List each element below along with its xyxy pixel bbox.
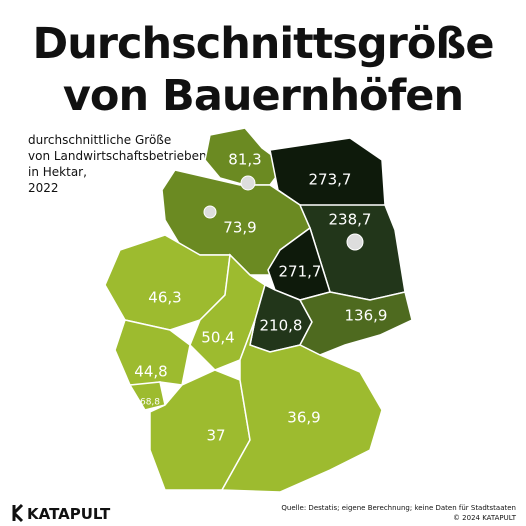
region-label: 50,4 [201, 329, 234, 347]
logo: KATAPULT [27, 505, 111, 523]
city-state [203, 205, 217, 219]
subtitle-line: 2022 [28, 181, 59, 195]
subtitle-line: von Landwirtschaftsbetrieben [28, 149, 207, 163]
region-label: 46,3 [148, 289, 181, 307]
region-label: 273,7 [309, 171, 352, 189]
region-label: 271,7 [279, 263, 322, 281]
region-label: 44,8 [134, 363, 167, 381]
region-label: 73,9 [223, 219, 256, 237]
region-label: 68,8 [140, 398, 160, 408]
city-state [346, 233, 364, 251]
region-label: 81,3 [228, 151, 261, 169]
map [104, 127, 413, 493]
region-label: 37 [206, 427, 225, 445]
source: Quelle: Destatis; eigene Berechnung; kei… [281, 504, 516, 512]
region-label: 238,7 [329, 211, 372, 229]
subtitle-line: durchschnittliche Größe [28, 133, 171, 147]
region [298, 291, 413, 356]
region [220, 319, 383, 493]
region-label: 136,9 [345, 307, 388, 325]
title-line: Durchschnittsgröße [33, 19, 494, 69]
region-label: 36,9 [287, 409, 320, 427]
region-label: 210,8 [260, 317, 303, 335]
subtitle-line: in Hektar, [28, 165, 87, 179]
logo-icon [12, 503, 24, 523]
region [161, 169, 311, 276]
title-line: von Bauernhöfen [63, 71, 463, 121]
copyright: © 2024 KATAPULT [453, 514, 517, 522]
city-state [240, 175, 256, 191]
